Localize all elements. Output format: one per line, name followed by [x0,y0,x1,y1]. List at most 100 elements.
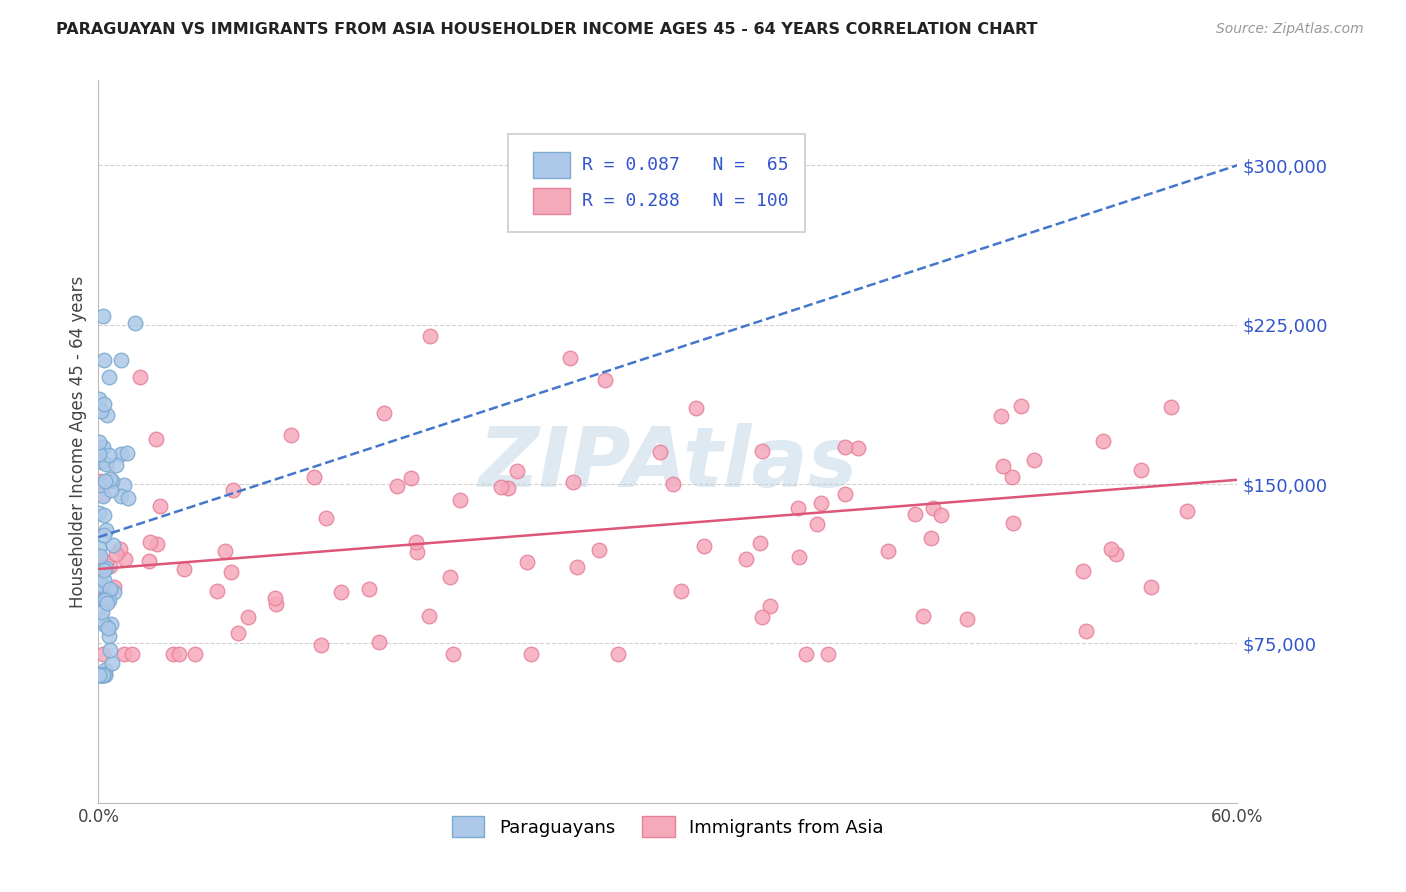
Point [751,610,773,624]
Point [439,570,461,584]
Point [90,404,112,418]
Point [920,531,942,545]
Point [90,668,112,682]
Point [929,508,952,523]
Point [418,609,440,624]
Point [606,647,628,661]
Point [100,582,122,597]
Text: Source: ZipAtlas.com: Source: ZipAtlas.com [1216,22,1364,37]
Point [89,580,111,594]
Point [562,475,585,489]
Point [114,551,136,566]
Point [96,596,118,610]
Point [96,523,118,537]
Point [734,552,756,566]
Point [121,647,143,661]
Point [302,469,325,483]
Point [101,538,124,552]
Point [96,409,118,423]
Point [129,370,152,384]
Point [834,486,856,500]
Point [93,353,115,368]
Point [520,647,543,661]
Point [399,471,422,485]
Point [94,617,117,632]
Point [205,584,228,599]
Point [359,582,381,596]
Point [1010,400,1032,414]
Point [222,483,245,497]
Point [87,434,110,449]
Point [309,638,332,652]
Point [588,543,610,558]
Point [385,479,408,493]
Point [93,528,115,542]
Y-axis label: Householder Income Ages 45 - 64 years: Householder Income Ages 45 - 64 years [69,276,87,607]
Point [516,556,538,570]
Point [91,668,114,682]
Point [90,668,112,682]
Point [89,541,111,555]
Point [93,668,115,682]
Point [685,401,707,415]
Point [794,647,817,661]
Text: R = 0.087   N =  65: R = 0.087 N = 65 [582,156,789,174]
Point [93,563,115,577]
Point [90,612,112,626]
Point [806,517,828,532]
Text: ZIPAtlas: ZIPAtlas [478,423,858,504]
Point [214,543,236,558]
Point [226,625,249,640]
Point [98,629,121,643]
FancyBboxPatch shape [509,135,804,232]
Point [315,511,337,525]
Point [93,593,115,607]
Point [104,547,127,561]
Point [1160,400,1182,414]
Point [993,459,1015,474]
Point [1071,564,1094,578]
Point [595,373,617,387]
Point [112,647,135,661]
Point [368,634,391,648]
Point [115,446,138,460]
Point [98,643,121,657]
Point [91,440,114,454]
Point [787,550,810,565]
Point [558,351,581,365]
Point [1130,463,1153,477]
Point [1001,470,1024,484]
Point [89,549,111,563]
Point [108,542,131,557]
Point [87,506,110,520]
Bar [533,152,569,178]
Point [904,507,927,521]
Point [139,535,162,549]
Point [98,472,121,486]
Point [97,620,120,634]
Point [1099,541,1122,556]
Point [751,444,773,458]
Point [406,545,429,559]
Point [110,447,132,461]
Point [1091,434,1114,448]
Point [219,565,242,579]
Point [419,329,441,343]
Point [565,560,588,574]
Point [876,544,898,558]
Point [373,406,395,420]
Point [87,668,110,682]
Point [145,433,167,447]
Point [91,668,114,682]
Point [124,317,146,331]
Point [100,474,122,488]
Point [94,593,117,607]
Point [94,457,117,471]
Point [94,666,117,681]
Point [110,489,132,503]
Point [89,560,111,574]
Point [441,647,464,661]
Point [89,447,111,461]
Point [93,508,115,523]
Point [661,477,683,491]
